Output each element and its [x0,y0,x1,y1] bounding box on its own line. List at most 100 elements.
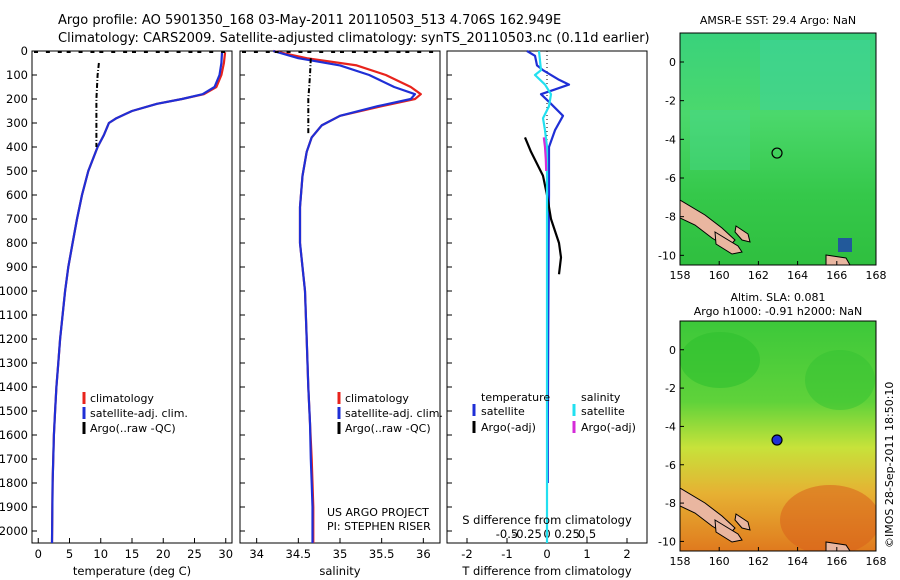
map-x-tick-label: 164 [787,269,808,282]
depth-tick-label: 1400 [0,380,28,394]
x-tick-label: -1 [501,547,512,561]
sst-cool-patch [690,110,750,170]
map-x-tick-label: 160 [709,555,730,568]
difference-plot: -2 -1 0 1 2-0.5-0.25 0 0.250.5 [461,50,631,561]
legend-salinity-heading: salinity [581,391,621,404]
x-tick-label: 10 [93,547,108,561]
sst-map-title: AMSR-E SST: 29.4 Argo: NaN [700,14,856,27]
depth-axis: 0 100 200 300 400 500 600 700 800 900 1000 1100 1200… [0,44,452,538]
depth-tick-label: 100 [6,68,28,82]
depth-tick-label: 500 [6,164,28,178]
sla-map-title-2: Argo h1000: -0.91 h2000: NaN [694,305,863,318]
sst-warm-patch [760,40,870,110]
depth-tick-label: 1300 [0,356,28,370]
island-shape [714,519,743,543]
sla-high-patch [780,485,876,551]
map-y-tick-label: 0 [669,344,676,357]
x-tick-label: 35 [333,547,348,561]
legend-sal-satellite: satellite [581,405,625,418]
depth-tick-label: 1900 [0,500,28,514]
series-line-satellite-adj-clim [50,52,224,544]
map-x-tick-label: 166 [826,555,847,568]
sst-map-axes: 158 160 162 164 166 168 0 -2 -4 -6 -8 -10 [658,56,886,282]
map-y-tick-label: -2 [665,95,676,108]
x2-tick-label: 0.5 [578,527,596,541]
sst-cold-spot [838,238,852,252]
legend-label-climatology: climatology [90,392,154,405]
map-x-tick-label: 166 [826,269,847,282]
island-shape [825,254,851,265]
map-y-tick-label: -10 [658,249,676,262]
map-x-tick-label: 168 [866,555,887,568]
sla-map-frame [679,320,877,552]
depth-tick-label: 700 [6,212,28,226]
x-tick-label: 5 [66,547,73,561]
depth-tick-label: 1100 [0,308,28,322]
difference-x2label: S difference from climatology [462,513,632,527]
depth-tick-label: 200 [6,92,28,106]
x-tick-label: 20 [156,547,171,561]
header-line-1: Argo profile: AO 5901350_168 03-May-2011… [58,13,561,28]
depth-tick-label: 600 [6,188,28,202]
sst-map [680,33,876,265]
sst-map-frame [679,32,877,266]
x-tick-label: 30 [218,547,233,561]
salinity-panel [239,50,441,544]
x-tick-label: 34.5 [286,547,312,561]
depth-tick-label: 900 [6,260,28,274]
map-y-tick-label: -6 [665,172,676,185]
x2-tick-label: -0.25 [512,527,542,541]
series-line-temperature-argo-adj [523,136,563,275]
depth-tick-label: 1700 [0,452,28,466]
legend-label-satellite: satellite-adj. clim. [345,407,443,420]
map-x-tick-label: 158 [670,555,691,568]
sst-map-marker [771,147,783,159]
series-line-climatology [273,49,422,543]
x-tick-label: 25 [187,547,202,561]
legend-temperature-heading: temperature [481,391,550,404]
series-line-climatology [50,52,227,544]
island-shape [734,513,751,531]
depth-tick-label: 1500 [0,404,28,418]
salinity-xlabel: salinity [319,564,360,578]
map-x-tick-label: 164 [787,555,808,568]
series-line-satellite-adj-clim [272,49,417,543]
x-tick-label: 2 [623,547,630,561]
x2-tick-label: 0.25 [554,527,580,541]
legend-label-argo: Argo(..raw -QC) [345,422,431,435]
sla-low-patch [680,332,760,388]
legend-label-satellite: satellite-adj. clim. [90,407,188,420]
temperature-xlabel: temperature (deg C) [73,564,191,578]
map-y-tick-label: -8 [665,497,676,510]
map-x-tick-label: 168 [866,269,887,282]
series-line-argo-raw-qc [95,62,100,147]
difference-legend: temperature satellite Argo(-adj) salinit… [472,391,636,434]
legend-label-climatology: climatology [345,392,409,405]
x-tick-label: 1 [583,547,590,561]
legend-temp-argo: Argo(-adj) [481,421,536,434]
project-annotation: US ARGO PROJECT [327,506,429,519]
argo-position-marker [771,434,783,446]
sla-map-axes: 158 160 162 164 166 168 0 -2 -4 -6 -8 -10 [658,344,886,568]
island-shape [714,231,743,255]
depth-tick-label: 2000 [0,524,28,538]
temperature-plot: 0 5 10 15 20 25 30 [34,51,233,561]
salinity-legend: climatology satellite-adj. clim. Argo(..… [337,392,443,435]
map-y-tick-label: 0 [669,56,676,69]
temperature-legend: climatology satellite-adj. clim. Argo(..… [82,392,188,435]
salinity-plot: 34 34.5 35 35.5 36 [242,49,434,561]
sla-map-marker [771,434,783,446]
depth-tick-label: 1800 [0,476,28,490]
legend-label-argo: Argo(..raw -QC) [90,422,176,435]
series-line-argo-raw-qc [307,58,312,135]
series-line-salinity-argo-adj [542,137,548,172]
map-x-tick-label: 162 [748,269,769,282]
map-x-tick-label: 160 [709,269,730,282]
depth-tick-label: 0 [21,44,28,58]
x-tick-label: -2 [461,547,472,561]
depth-tick-label: 800 [6,236,28,250]
imos-timestamp: ©IMOS 28-Sep-2011 18:50:10 [883,382,896,548]
series-line-salinity-satellite [533,50,553,543]
pi-annotation: PI: STEPHEN RISER [327,520,431,533]
map-x-tick-label: 162 [748,555,769,568]
